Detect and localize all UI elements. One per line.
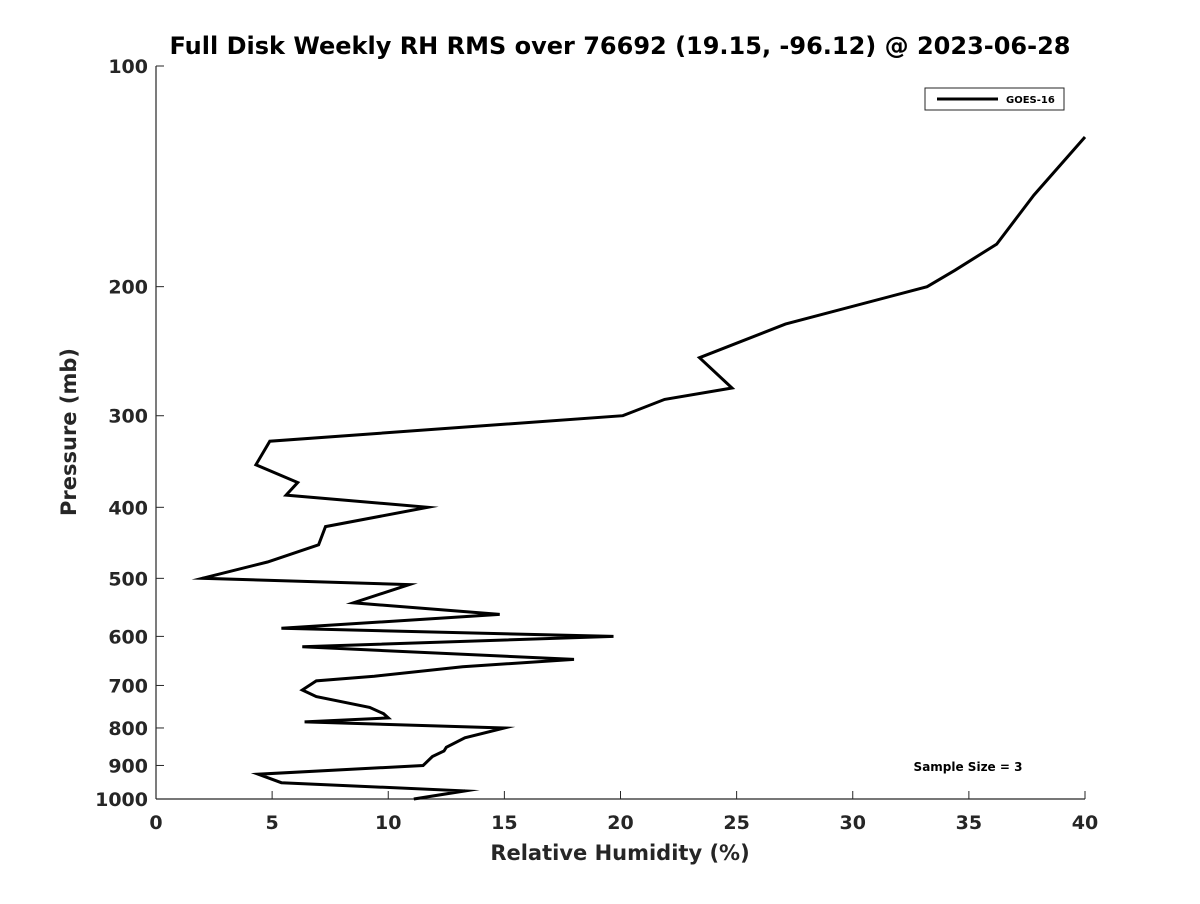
x-tick-label-0: 0 [149, 812, 162, 834]
y-tick-label-300: 300 [108, 406, 148, 428]
y-tick-label-800: 800 [108, 718, 148, 740]
y-tick-label-500: 500 [108, 568, 148, 590]
x-tick-label-20: 20 [607, 812, 633, 834]
x-tick-label-30: 30 [840, 812, 866, 834]
y-tick-label-400: 400 [108, 497, 148, 519]
x-tick-label-40: 40 [1072, 812, 1098, 834]
y-tick-label-900: 900 [108, 755, 148, 777]
series-layer [191, 136, 1087, 801]
legend: GOES-16 [924, 87, 1065, 111]
sample-size-annotation: Sample Size = 3 [914, 760, 1023, 774]
x-tick-label-10: 10 [375, 812, 401, 834]
y-tick-label-600: 600 [108, 626, 148, 648]
y-tick-label-100: 100 [108, 56, 148, 78]
series-line-goes-16 [191, 136, 1087, 801]
ticks-layer: 0 5 10 15 20 25 30 35 40 100 200 300 400 500 600 700 800… [95, 56, 1098, 834]
x-tick-label-5: 5 [266, 812, 279, 834]
x-tick-label-15: 15 [491, 812, 517, 834]
x-tick-label-35: 35 [956, 812, 982, 834]
y-tick-label-700: 700 [108, 675, 148, 697]
x-axis-label: Relative Humidity (%) [490, 841, 749, 865]
y-tick-label-200: 200 [108, 277, 148, 299]
y-axis-label: Pressure (mb) [57, 348, 81, 516]
plot-area [156, 66, 1085, 799]
y-tick-label-1000: 1000 [95, 789, 148, 811]
chart-title: Full Disk Weekly RH RMS over 76692 (19.1… [169, 32, 1070, 60]
legend-label-goes-16: GOES-16 [1006, 95, 1055, 106]
x-tick-label-25: 25 [723, 812, 749, 834]
